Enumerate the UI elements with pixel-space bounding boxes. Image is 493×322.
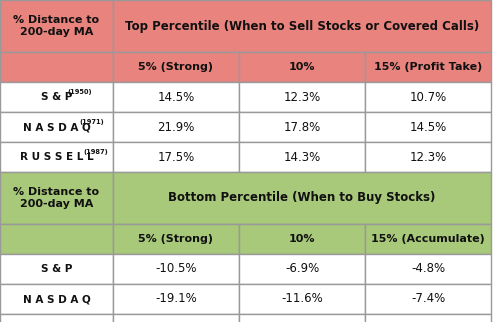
Bar xyxy=(0,112,113,142)
Bar xyxy=(0,172,113,224)
Bar xyxy=(113,254,239,284)
Text: R U S S E L L: R U S S E L L xyxy=(20,152,93,162)
Text: S & P: S & P xyxy=(41,92,72,102)
Text: 14.5%: 14.5% xyxy=(409,120,447,134)
Text: 17.8%: 17.8% xyxy=(283,120,320,134)
Bar xyxy=(239,142,365,172)
Text: % Distance to
200-day MA: % Distance to 200-day MA xyxy=(13,187,100,209)
Bar xyxy=(365,314,491,322)
Text: -11.6%: -11.6% xyxy=(281,292,323,306)
Bar xyxy=(239,82,365,112)
Text: 5% (Strong): 5% (Strong) xyxy=(139,62,213,72)
Bar xyxy=(0,284,113,314)
Text: 10.7%: 10.7% xyxy=(409,90,447,103)
Bar xyxy=(365,284,491,314)
Text: N A S D A Q: N A S D A Q xyxy=(23,294,90,304)
Text: % Distance to
200-day MA: % Distance to 200-day MA xyxy=(13,15,100,37)
Bar xyxy=(365,254,491,284)
Text: (1950): (1950) xyxy=(67,89,92,95)
Text: 21.9%: 21.9% xyxy=(157,120,195,134)
Bar xyxy=(113,0,491,52)
Bar xyxy=(239,112,365,142)
Bar xyxy=(0,0,113,52)
Text: 15% (Accumulate): 15% (Accumulate) xyxy=(371,234,485,244)
Text: 10%: 10% xyxy=(289,234,315,244)
Text: -10.5%: -10.5% xyxy=(155,262,197,276)
Bar xyxy=(113,82,239,112)
Bar xyxy=(365,82,491,112)
Bar xyxy=(113,52,239,82)
Bar xyxy=(0,52,113,82)
Text: 17.5%: 17.5% xyxy=(157,150,195,164)
Bar xyxy=(0,224,113,254)
Bar xyxy=(0,254,113,284)
Bar xyxy=(239,284,365,314)
Bar xyxy=(0,142,113,172)
Bar xyxy=(113,284,239,314)
Bar xyxy=(113,224,239,254)
Bar xyxy=(239,224,365,254)
Bar xyxy=(365,224,491,254)
Bar xyxy=(0,314,113,322)
Text: -19.1%: -19.1% xyxy=(155,292,197,306)
Bar xyxy=(113,172,491,224)
Bar xyxy=(0,82,113,112)
Text: 5% (Strong): 5% (Strong) xyxy=(139,234,213,244)
Bar xyxy=(113,112,239,142)
Text: 14.5%: 14.5% xyxy=(157,90,195,103)
Text: 10%: 10% xyxy=(289,62,315,72)
Text: 15% (Profit Take): 15% (Profit Take) xyxy=(374,62,482,72)
Text: N A S D A Q: N A S D A Q xyxy=(23,122,90,132)
Text: -6.9%: -6.9% xyxy=(285,262,319,276)
Text: -7.4%: -7.4% xyxy=(411,292,445,306)
Bar xyxy=(113,142,239,172)
Text: 12.3%: 12.3% xyxy=(283,90,320,103)
Text: (1971): (1971) xyxy=(79,118,105,125)
Text: (1987): (1987) xyxy=(84,148,108,155)
Bar xyxy=(365,142,491,172)
Bar xyxy=(365,112,491,142)
Text: Bottom Percentile (When to Buy Stocks): Bottom Percentile (When to Buy Stocks) xyxy=(168,192,436,204)
Bar xyxy=(239,314,365,322)
Bar xyxy=(239,254,365,284)
Bar xyxy=(113,314,239,322)
Text: 14.3%: 14.3% xyxy=(283,150,320,164)
Bar xyxy=(239,52,365,82)
Text: S & P: S & P xyxy=(41,264,72,274)
Text: Top Percentile (When to Sell Stocks or Covered Calls): Top Percentile (When to Sell Stocks or C… xyxy=(125,20,479,33)
Text: -4.8%: -4.8% xyxy=(411,262,445,276)
Text: 12.3%: 12.3% xyxy=(409,150,447,164)
Bar xyxy=(365,52,491,82)
